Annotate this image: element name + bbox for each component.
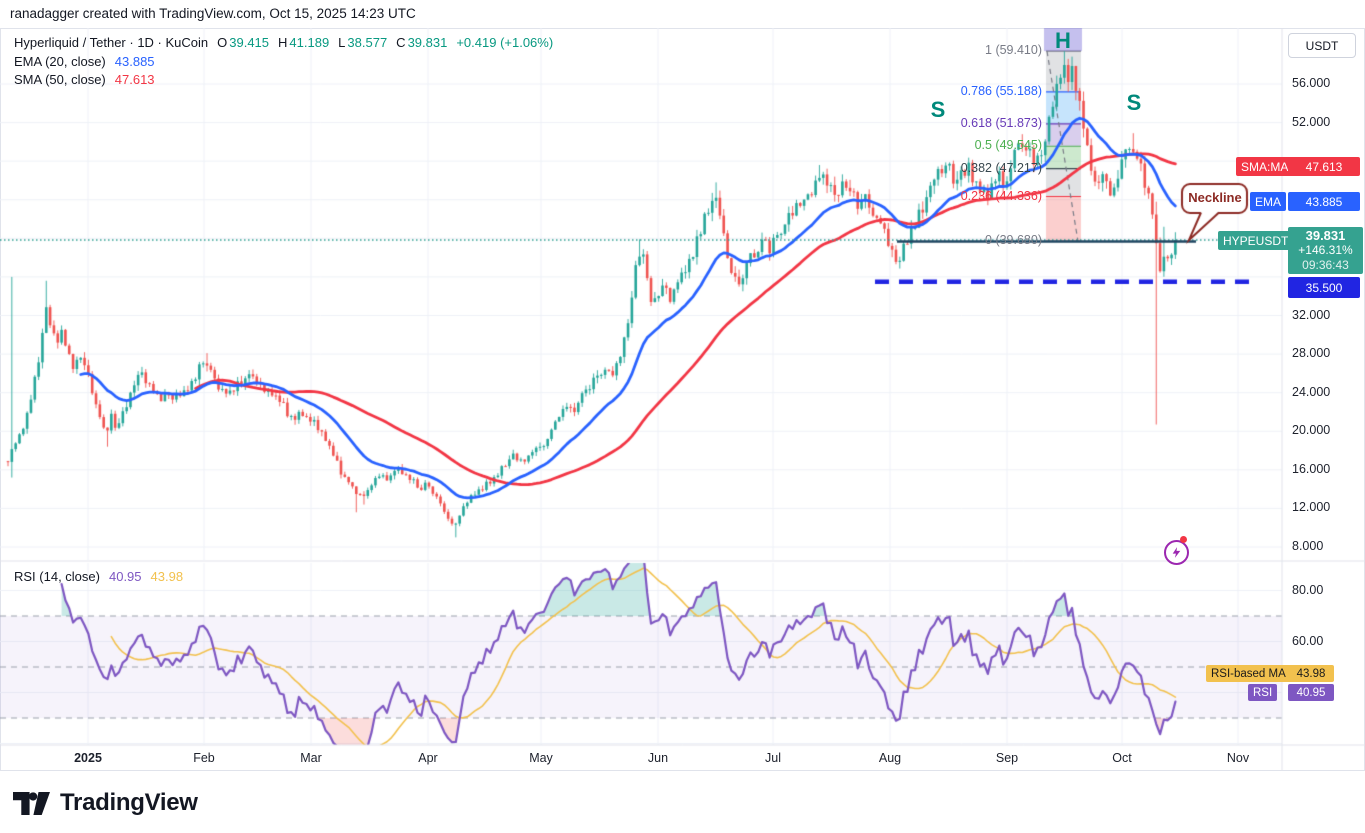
rsi-legend[interactable]: RSI (14, close) 40.95 43.98 [14,569,183,584]
sma-legend[interactable]: SMA (50, close) 47.613 [14,72,155,87]
price-tick-label: 28.000 [1292,346,1331,361]
tradingview-mark-icon [13,791,50,815]
x-axis-label: Feb [193,751,215,765]
price-tick-label: 12.000 [1292,500,1331,515]
sma-badge-value[interactable]: 47.613 [1288,157,1360,176]
ohlc-high: H 41.189 [278,35,330,50]
fib-level-label: 0.5 (49.545) [974,138,1042,153]
symbol-badge-tag[interactable]: HYPEUSDT [1218,231,1294,250]
rsi-tick-label: 80.00 [1292,582,1324,597]
change-value: +0.419 (+1.06%) [456,35,554,50]
fib-level-label: 0.618 (51.873) [960,115,1042,130]
attribution-text: ranadagger created with TradingView.com,… [10,6,416,21]
tradingview-logo-text: TradingView [60,789,198,816]
price-tick-label: 8.000 [1292,539,1324,553]
lightning-button[interactable] [1164,540,1189,565]
symbol-legend[interactable]: Hyperliquid / Tether · 1D · KuCoin O 39.4… [14,35,553,50]
price-tick-label: 56.000 [1292,76,1331,90]
x-axis-label: Aug [878,751,902,765]
rsi-badge-value[interactable]: 40.95 [1288,684,1334,701]
fib-level-label: 0 (39.680) [985,233,1042,248]
ema-badge-tag[interactable]: EMA [1250,192,1287,211]
x-axis-label: 2025 [74,751,102,765]
price-tick-label: 16.000 [1292,461,1331,476]
fib-level-label: 0.236 (44.336) [960,188,1042,203]
left-shoulder-label[interactable]: S [930,97,946,122]
fib-level-label: 1 (59.410) [985,43,1042,58]
ema-badge-value[interactable]: 43.885 [1288,192,1360,211]
rsi-badge-tag[interactable]: RSI [1248,684,1278,701]
ema-legend-name: EMA (20, close) [14,54,106,69]
x-axis-label: Jul [765,751,781,765]
symbol-title: Hyperliquid / Tether · 1D · KuCoin [14,35,209,50]
lightning-icon [1172,547,1181,558]
right-shoulder-label[interactable]: S [1126,90,1142,115]
x-axis-label: Apr [418,751,438,765]
rsi-ma-legend-value: 43.98 [150,569,184,584]
fib-level-label: 0.786 (55.188) [960,83,1042,98]
ema-legend-value: 43.885 [114,54,155,69]
rsi-tick-label: 60.00 [1292,633,1324,648]
price-tick-label: 52.000 [1292,114,1331,129]
x-axis-label: May [529,751,553,765]
x-axis-label: Nov [1226,751,1250,765]
ema-legend[interactable]: EMA (20, close) 43.885 [14,54,155,69]
fib-level-label: 0.382 (47.217) [960,160,1042,175]
tradingview-logo[interactable]: TradingView [13,789,198,817]
ohlc-close: C 39.831 [396,35,448,50]
support-badge-value[interactable]: 35.500 [1288,277,1360,298]
rsi-ma-badge-value[interactable]: 43.98 [1288,665,1334,682]
ohlc-open: O 39.415 [217,35,270,50]
x-axis-label: Mar [300,751,322,765]
neckline-callout[interactable]: Neckline [1188,190,1242,205]
notification-dot [1180,536,1187,543]
sma-badge-tag[interactable]: SMA:MA [1236,157,1294,176]
price-tick-label: 20.000 [1292,423,1331,438]
x-axis-label: Oct [1112,751,1132,765]
symbol-badge-value[interactable]: 39.831 +146.31% 09:36:43 [1288,227,1363,274]
sma-legend-value: 47.613 [114,72,155,87]
currency-button[interactable]: USDT [1288,33,1356,58]
last-price: 39.831 [1305,228,1346,243]
price-tick-label: 24.000 [1292,384,1331,399]
rsi-legend-name: RSI (14, close) [14,569,100,584]
bar-countdown: 09:36:43 [1302,258,1349,272]
x-axis-label: Jun [647,751,669,765]
rsi-ma-badge-tag[interactable]: RSI-based MA [1206,665,1291,682]
sma-legend-name: SMA (50, close) [14,72,106,87]
rsi-legend-value: 40.95 [108,569,142,584]
change-percent: +146.31% [1298,243,1353,257]
ohlc-low: L 38.577 [338,35,388,50]
price-tick-label: 32.000 [1292,307,1331,322]
head-label[interactable]: H [1055,28,1071,53]
chart-canvas[interactable] [0,28,1365,770]
x-axis-label: Sep [995,751,1019,765]
